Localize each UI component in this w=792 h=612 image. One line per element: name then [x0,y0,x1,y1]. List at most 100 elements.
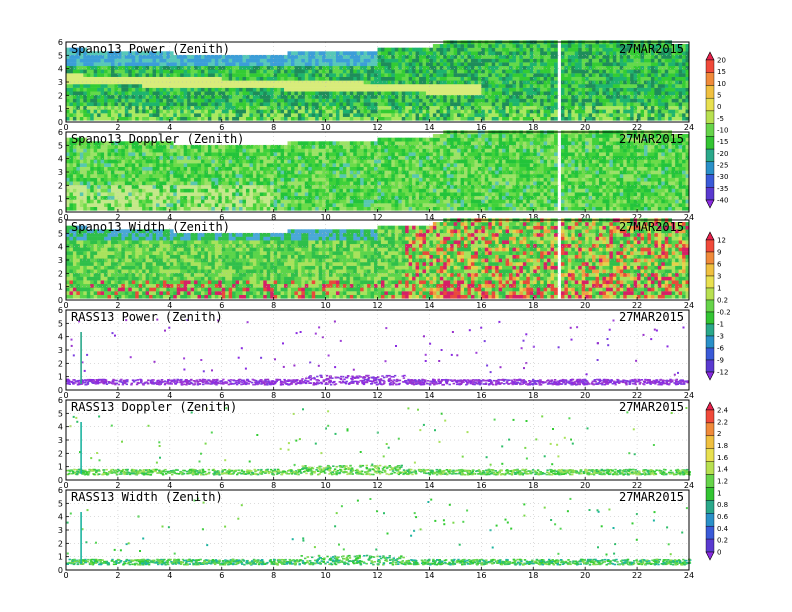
heatmap-cell [294,203,299,207]
heatmap-cell [391,69,396,74]
heatmap-cell [104,84,108,88]
heatmap-cell [135,206,139,211]
heatmap-cell [83,51,88,56]
heatmap-cell [540,76,544,81]
heatmap-cell [554,76,558,81]
heatmap-cell [232,177,236,182]
heatmap-cell [225,80,229,85]
heatmap-cell [564,76,569,81]
heatmap-cell [619,91,624,96]
heatmap-cell [200,188,205,193]
heatmap-cell [460,62,465,67]
heatmap-cell [342,69,347,74]
heatmap-cell [187,155,191,160]
heatmap-cell [304,177,309,182]
heatmap-cell [90,177,94,182]
heatmap-cell [325,84,330,88]
heatmap-cell [353,73,358,77]
heatmap-cell [69,47,74,52]
heatmap-cell [242,188,247,193]
heatmap-cell [83,76,88,81]
heatmap-cell [474,65,479,70]
heatmap-cell [415,109,420,114]
heatmap-cell [408,80,413,85]
heatmap-cell [290,113,295,117]
heatmap-cell [90,163,94,167]
heatmap-cell [297,62,302,67]
heatmap-cell [554,84,558,88]
heatmap-cell [654,54,659,59]
heatmap-cell [284,69,288,74]
heatmap-cell [526,62,531,67]
heatmap-cell [131,141,136,146]
heatmap-cell [644,73,648,77]
heatmap-cell [612,94,617,99]
heatmap-cell [311,51,316,56]
heatmap-cell [138,163,143,167]
heatmap-cell [592,116,596,121]
heatmap-cell [69,181,74,186]
heatmap-cell [194,163,198,167]
heatmap-cell [581,44,586,48]
heatmap-cell [228,58,233,63]
heatmap-cell [301,73,306,77]
heatmap-cell [149,98,153,103]
heatmap-cell [242,84,247,88]
heatmap-cell [69,199,74,204]
heatmap-cell [346,58,351,63]
heatmap-cell [204,62,209,67]
heatmap-cell [280,113,285,117]
heatmap-cell [83,166,88,171]
heatmap-cell [495,44,499,48]
heatmap-cell [377,98,382,103]
heatmap-cell [294,98,299,103]
heatmap-cell [322,102,326,107]
heatmap-cell [446,47,451,52]
heatmap-cell [443,76,448,81]
heatmap-cell [114,109,119,114]
heatmap-cell [277,65,281,70]
heatmap-cell [284,195,288,200]
heatmap-cell [470,91,475,96]
heatmap-cell [592,51,596,56]
heatmap-cell [626,113,631,117]
heatmap-cell [495,54,499,59]
heatmap-cell [284,109,288,114]
heatmap-cell [574,58,579,63]
heatmap-cell [401,109,406,114]
heatmap-cell [232,84,236,88]
heatmap-cell [72,91,77,96]
heatmap-cell [360,62,364,67]
heatmap-cell [124,174,129,178]
heatmap-cell [245,144,250,149]
heatmap-cell [308,84,313,88]
heatmap-cell [609,47,614,52]
heatmap-cell [135,184,139,189]
heatmap-cell [498,76,503,81]
heatmap-cell [367,113,371,117]
heatmap-cell [637,51,641,56]
heatmap-cell [200,159,205,164]
heatmap-cell [349,113,354,117]
heatmap-cell [671,105,676,110]
heatmap-cell [301,102,306,107]
heatmap-cell [315,98,319,103]
heatmap-cell [633,65,638,70]
heatmap-cell [266,148,271,153]
heatmap-cell [436,109,441,114]
heatmap-cell [536,113,541,117]
heatmap-cell [342,94,347,99]
heatmap-cell [266,195,271,200]
heatmap-cell [277,105,281,110]
heatmap-cell [571,44,576,48]
heatmap-cell [245,206,250,211]
heatmap-cell [294,144,299,149]
heatmap-cell [204,148,209,153]
heatmap-cell [623,62,627,67]
heatmap-cell [578,73,582,77]
heatmap-cell [609,54,614,59]
heatmap-cell [100,109,105,114]
heatmap-cell [637,47,641,52]
heatmap-cell [142,174,146,178]
heatmap-cell [79,87,84,92]
